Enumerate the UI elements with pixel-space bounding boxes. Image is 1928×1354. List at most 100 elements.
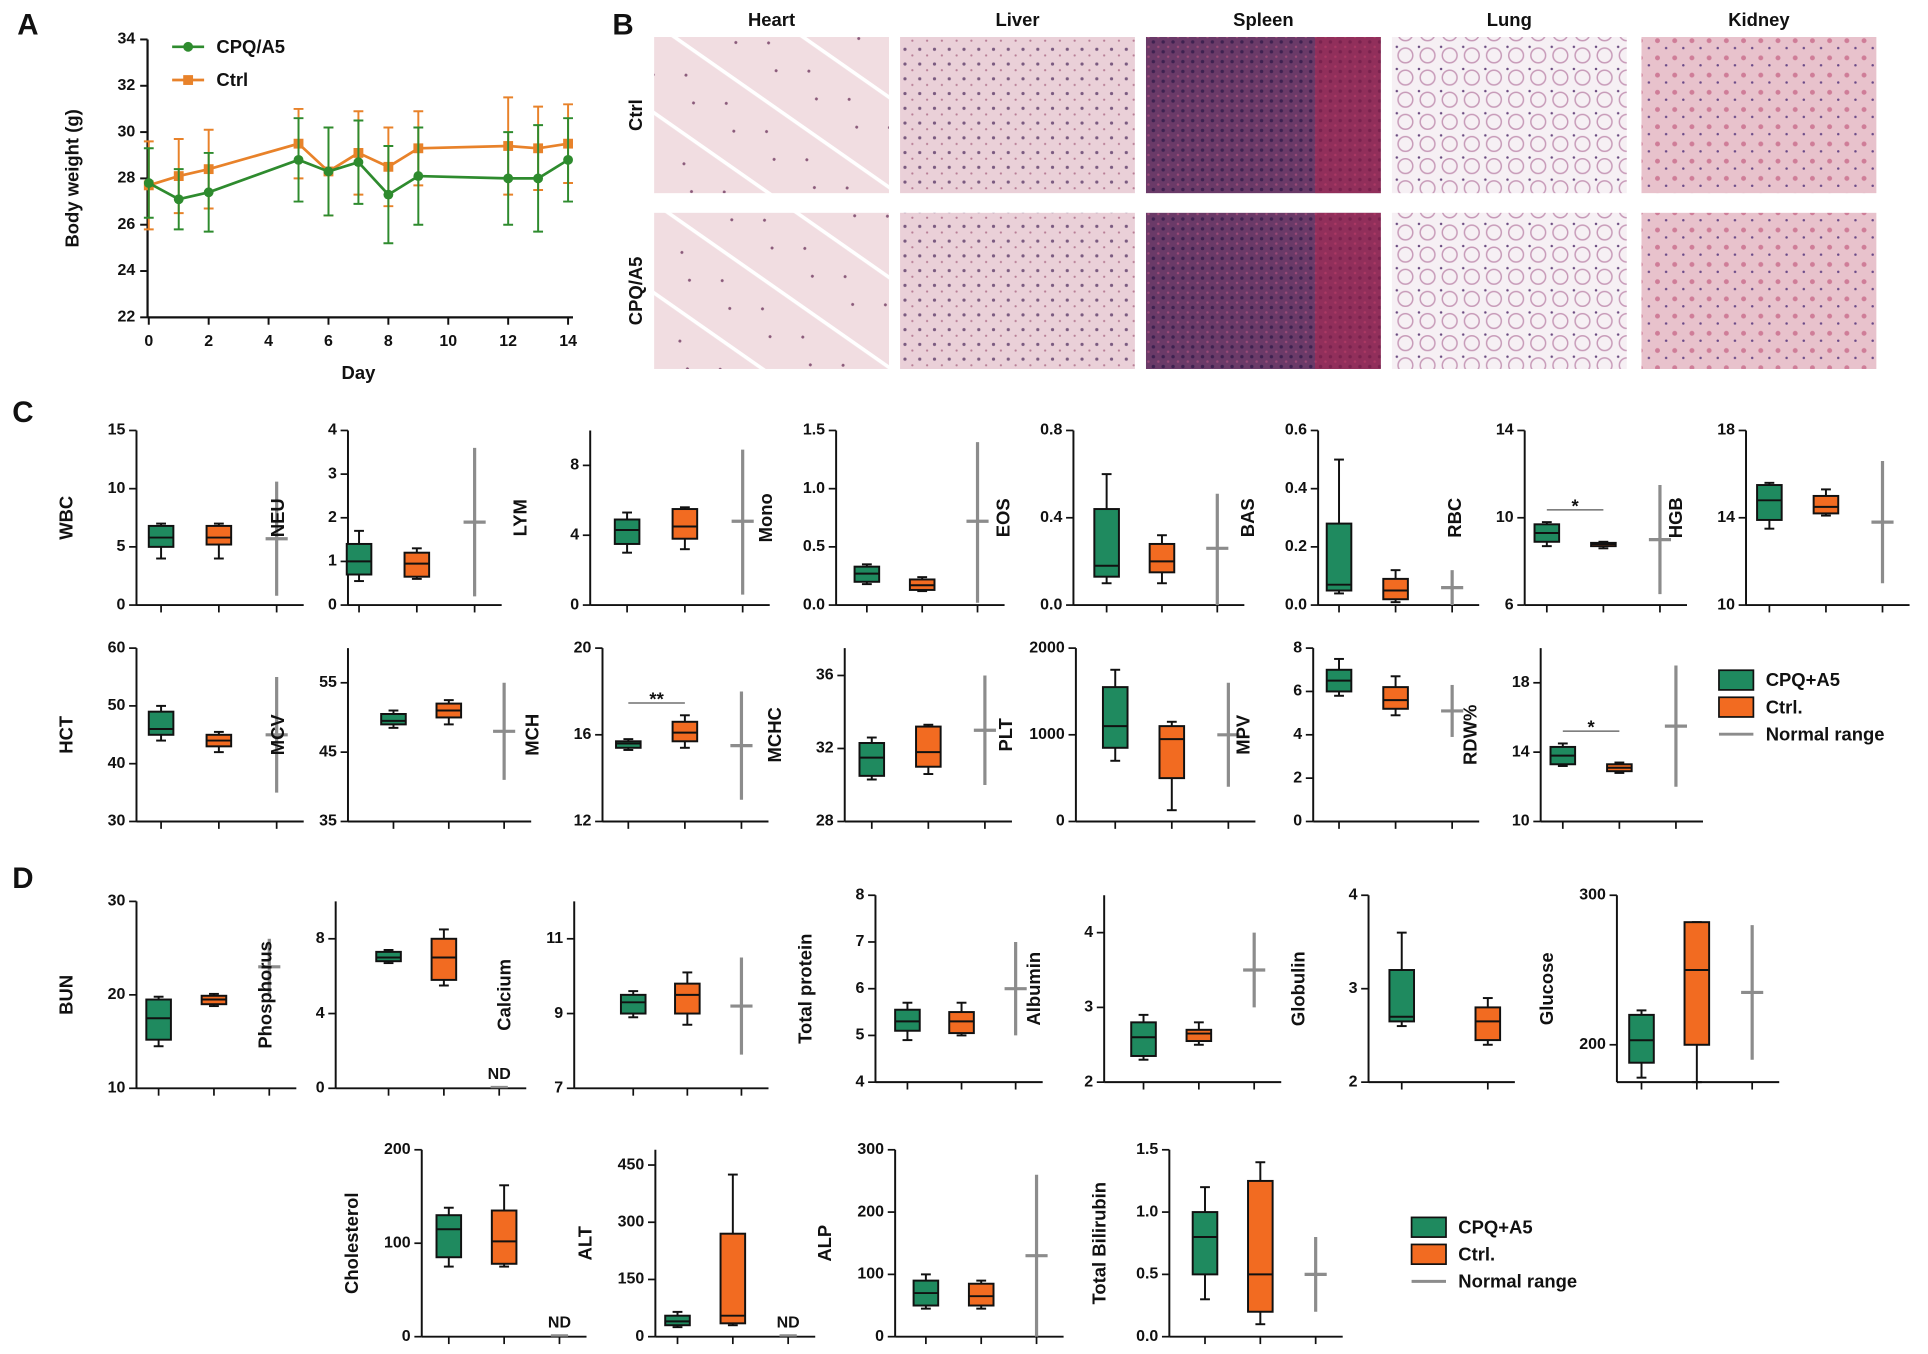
- box: [613, 518, 641, 545]
- box: [1474, 1006, 1502, 1042]
- y-tick-label: 10: [108, 480, 126, 497]
- y-axis-label: Calcium: [493, 959, 514, 1031]
- y-axis-label: PLT: [995, 717, 1016, 751]
- box: [1756, 484, 1783, 521]
- box: [671, 720, 699, 743]
- y-tick-label: 200: [1579, 1036, 1606, 1053]
- y-tick-label: 1.5: [1136, 1141, 1158, 1158]
- y-tick-label: 3: [1349, 980, 1358, 997]
- normal-label: ND: [488, 1066, 511, 1083]
- histology-image: [654, 212, 889, 369]
- legend-marker: [183, 41, 194, 52]
- point: [413, 171, 424, 182]
- normal-label: ND: [777, 1314, 800, 1331]
- y-axis-label: BUN: [56, 975, 77, 1015]
- y-tick-label: 10: [1717, 596, 1735, 613]
- legend-swatch: [1410, 1216, 1447, 1238]
- y-tick-label: 1.0: [1136, 1203, 1158, 1220]
- y-axis-label: Glucose: [1536, 952, 1557, 1025]
- y-axis-label: HGB: [1665, 497, 1686, 538]
- y-tick-label: 0: [570, 596, 579, 613]
- y-tick-label: 50: [108, 697, 126, 714]
- y-axis-label: Phosphorus: [255, 941, 276, 1049]
- normal-label: ND: [548, 1314, 571, 1331]
- box: [1101, 686, 1129, 749]
- x-tick-label: 2: [204, 333, 213, 350]
- y-tick-label: 0: [402, 1328, 411, 1345]
- histology-image: [1145, 212, 1381, 369]
- y-tick-label: 5: [856, 1027, 865, 1044]
- y-tick-label: 0: [316, 1080, 325, 1097]
- y-tick-label: 0.0: [1136, 1328, 1158, 1345]
- y-tick-label: 0: [328, 596, 337, 613]
- y-tick-label: 4: [316, 1005, 325, 1022]
- row-label: CPQ/A5: [625, 257, 646, 326]
- y-tick-label: 3: [1084, 999, 1093, 1016]
- y-tick-label: 0.5: [1136, 1266, 1158, 1283]
- y-tick-label: 300: [1579, 886, 1606, 903]
- y-axis-label: ALP: [814, 1225, 835, 1262]
- y-tick-label: 2: [1349, 1073, 1358, 1090]
- y-axis-label: RDW%: [1460, 705, 1481, 765]
- y-tick-label: 32: [816, 740, 834, 757]
- box: [967, 1282, 995, 1307]
- y-tick-label: 18: [1717, 422, 1735, 439]
- y-tick-label: 10: [1496, 509, 1514, 526]
- y-tick-label: 2: [1084, 1073, 1093, 1090]
- y-axis-label: Total Bilirubin: [1088, 1182, 1109, 1305]
- box: [1158, 725, 1186, 780]
- column-title: Spleen: [1233, 9, 1293, 30]
- y-tick-label: 7: [856, 933, 865, 950]
- box: [205, 524, 233, 546]
- box: [345, 542, 373, 576]
- box: [894, 1008, 921, 1032]
- y-tick-label: 5: [117, 538, 126, 555]
- y-tick-label: 8: [570, 457, 579, 474]
- y-tick-label: 3: [328, 465, 337, 482]
- histology-stain: [1315, 36, 1381, 194]
- y-tick-label: 100: [857, 1266, 884, 1283]
- y-tick-label: 32: [117, 77, 135, 94]
- y-axis-label: MCHC: [764, 707, 785, 762]
- column-title: Kidney: [1728, 9, 1790, 30]
- x-tick-label: 10: [439, 333, 457, 350]
- y-axis-label: RBC: [1444, 498, 1465, 538]
- y-tick-label: 36: [816, 667, 834, 684]
- y-tick-label: 6: [1293, 683, 1302, 700]
- y-tick-label: 4: [1349, 886, 1358, 903]
- y-tick-label: 100: [384, 1234, 411, 1251]
- column-title: Lung: [1487, 9, 1532, 30]
- y-tick-label: 9: [554, 1005, 563, 1022]
- legend-label: Normal range: [1766, 723, 1885, 744]
- y-tick-label: 30: [108, 813, 126, 830]
- y-tick-label: 15: [108, 422, 126, 439]
- y-tick-label: 2000: [1029, 639, 1065, 656]
- y-axis-label: Cholesterol: [341, 1193, 362, 1294]
- y-tick-label: 2: [1293, 769, 1302, 786]
- y-tick-label: 200: [857, 1203, 884, 1220]
- y-tick-label: 4: [1084, 924, 1093, 941]
- y-tick-label: 30: [108, 893, 126, 910]
- box: [1247, 1179, 1274, 1313]
- y-axis-label: Mono: [755, 493, 776, 542]
- y-tick-label: 8: [1293, 639, 1302, 656]
- box: [1130, 1021, 1157, 1057]
- panel-label: A: [17, 9, 38, 42]
- box: [430, 937, 458, 981]
- y-tick-label: 40: [108, 755, 126, 772]
- y-tick-label: 0.5: [803, 538, 825, 555]
- y-tick-label: 60: [108, 639, 126, 656]
- y-tick-label: 8: [316, 930, 325, 947]
- legend-marker: [183, 75, 194, 85]
- y-tick-label: 14: [1717, 509, 1735, 526]
- y-tick-label: 10: [108, 1080, 126, 1097]
- y-tick-label: 28: [816, 813, 834, 830]
- y-tick-label: 16: [574, 726, 592, 743]
- significance-label: *: [1587, 717, 1595, 738]
- point: [563, 154, 573, 165]
- y-tick-label: 4: [570, 526, 579, 543]
- y-tick-label: 14: [1512, 743, 1530, 760]
- box: [1382, 686, 1409, 710]
- y-tick-label: 0.6: [1285, 422, 1307, 439]
